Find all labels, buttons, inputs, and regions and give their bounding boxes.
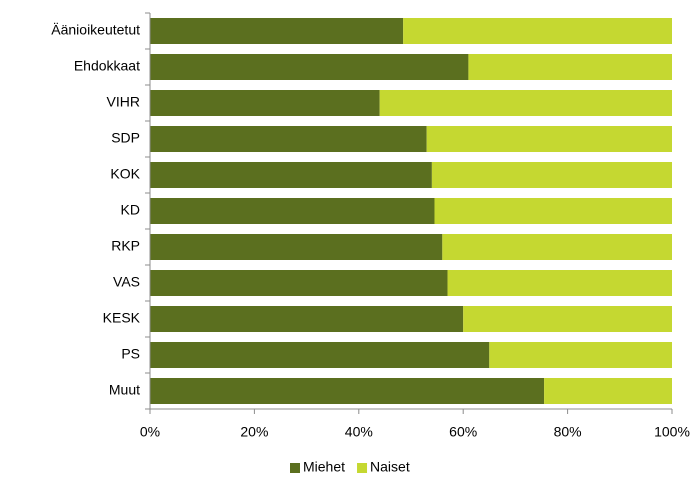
y-tick-label: VIHR — [107, 94, 140, 110]
y-tick-label: VAS — [113, 274, 140, 290]
y-tick-label: KOK — [110, 166, 140, 182]
x-tick-label: 60% — [449, 424, 477, 440]
bar-segment — [379, 90, 672, 116]
bar-segment — [150, 306, 464, 332]
bar-segment — [150, 378, 545, 404]
bar-segment — [150, 198, 435, 224]
bar-segment — [150, 54, 469, 80]
bar-segment — [150, 162, 432, 188]
x-tick-label: 80% — [554, 424, 582, 440]
bar-segment — [468, 54, 672, 80]
y-tick-label: Muut — [109, 382, 140, 398]
bar-segment — [463, 306, 672, 332]
bar-segment — [489, 342, 672, 368]
bar-segment — [150, 90, 380, 116]
y-tick-label: KESK — [103, 310, 141, 326]
bar-segment — [544, 378, 672, 404]
legend-label: Naiset — [370, 459, 410, 475]
x-tick-label: 100% — [654, 424, 690, 440]
bar-segment — [426, 126, 672, 152]
bar-segment — [447, 270, 672, 296]
bar-segment — [150, 270, 448, 296]
x-tick-label: 0% — [140, 424, 160, 440]
y-tick-label: KD — [121, 202, 140, 218]
bar-segment — [442, 234, 672, 260]
legend-label: Miehet — [303, 459, 345, 475]
bar-segment — [150, 342, 490, 368]
x-tick-label: 20% — [240, 424, 268, 440]
y-tick-label: Äänioikeutetut — [51, 22, 140, 38]
bar-segment — [434, 198, 672, 224]
bar-segment — [431, 162, 672, 188]
legend-swatch — [290, 463, 300, 473]
bar-segment — [150, 234, 443, 260]
bar-segment — [150, 18, 404, 44]
x-tick-label: 40% — [345, 424, 373, 440]
y-tick-label: Ehdokkaat — [74, 58, 140, 74]
y-tick-label: SDP — [111, 130, 140, 146]
y-tick-label: PS — [121, 346, 140, 362]
legend-swatch — [357, 463, 368, 473]
bar-segment — [403, 18, 672, 44]
bar-segment — [150, 126, 427, 152]
y-tick-label: RKP — [111, 238, 140, 254]
